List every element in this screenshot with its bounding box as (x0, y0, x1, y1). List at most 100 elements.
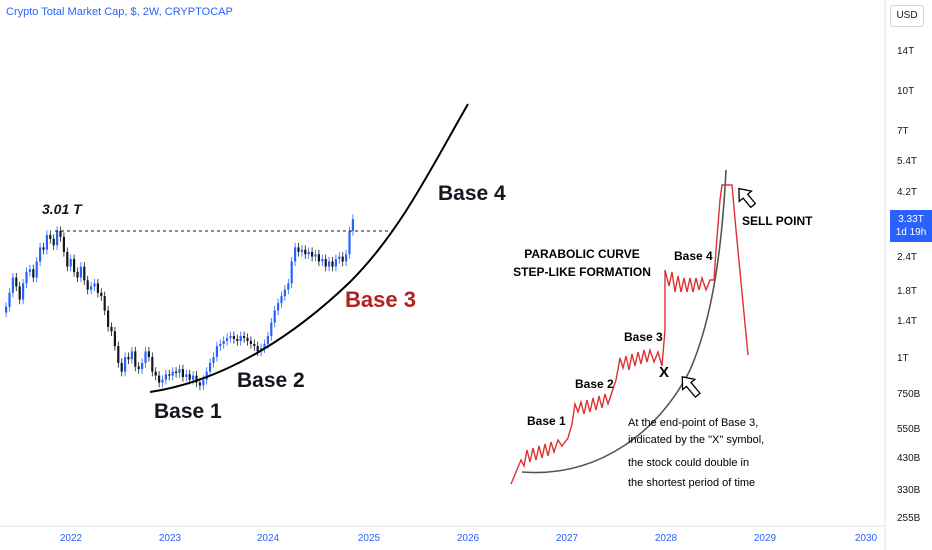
candle-body (158, 375, 161, 383)
x-tick-label: 2029 (754, 533, 777, 544)
candle-body (236, 338, 239, 341)
inset-base3-label: Base 3 (624, 330, 663, 344)
candle-body (212, 357, 215, 363)
y-tick-label: 7T (897, 126, 909, 137)
candle-body (90, 286, 93, 290)
currency-button[interactable]: USD (890, 5, 924, 27)
inset-base2-label: Base 2 (575, 377, 614, 391)
candle-body (311, 251, 314, 257)
candle-body (270, 322, 273, 337)
y-tick-label: 10T (897, 86, 914, 97)
candle-body (185, 374, 188, 377)
y-tick-label: 750B (897, 389, 921, 400)
x-tick-label: 2027 (556, 533, 579, 544)
x-axis-labels: 2022 2023 2024 2025 2026 2027 2028 2029 … (60, 533, 878, 544)
x-tick-label: 2026 (457, 533, 480, 544)
candle-body (8, 292, 11, 307)
candle-body (73, 259, 76, 272)
candle-body (215, 346, 218, 357)
candle-body (324, 259, 327, 267)
candle-body (171, 371, 174, 376)
candle-body (127, 357, 130, 360)
candle-body (219, 344, 222, 347)
candle-body (151, 357, 154, 372)
candle-body (181, 369, 184, 377)
candle-body (107, 310, 110, 327)
candle-body (277, 303, 280, 311)
candle-body (341, 256, 344, 262)
candle-body (256, 346, 259, 352)
candle-body (209, 362, 212, 372)
candle-body (297, 247, 300, 252)
candle-body (338, 256, 341, 260)
y-tick-label: 255B (897, 513, 921, 524)
candle-body (144, 351, 147, 363)
candle-body (62, 236, 65, 252)
inset-title-line1: PARABOLIC CURVE (524, 247, 640, 261)
candle-body (328, 261, 331, 267)
candle-body (5, 306, 8, 313)
last-price-value: 3.33T (898, 214, 924, 225)
y-axis-labels: 14T 10T 7T 5.4T 4.2T 2.4T 1.8T 1.4T 1T 7… (897, 46, 921, 524)
candle-body (192, 375, 195, 380)
ath-label: 3.01 T (42, 201, 83, 217)
candle-body (249, 340, 252, 345)
candle-body (243, 336, 246, 339)
inset-base1-label: Base 1 (527, 414, 566, 428)
candle-body (32, 269, 35, 278)
y-tick-label: 14T (897, 46, 914, 57)
candle-body (331, 261, 334, 267)
candle-body (314, 254, 317, 257)
candle-body (195, 375, 198, 383)
inset-parabola (521, 169, 727, 474)
candle-body (39, 247, 42, 262)
candle-body (280, 296, 283, 304)
candle-body (334, 259, 337, 267)
candle-body (45, 234, 48, 250)
candle-body (345, 254, 348, 262)
candle-body (246, 338, 249, 341)
candle-body (304, 249, 307, 255)
candle-body (232, 336, 235, 339)
y-tick-label: 1.8T (897, 286, 917, 297)
candle-body (317, 254, 320, 262)
candle-body (130, 351, 133, 360)
candles (5, 214, 354, 391)
inset-note-line: the shortest period of time (628, 477, 755, 489)
inset-x-marker: X (659, 364, 669, 381)
candle-body (205, 371, 208, 380)
candle-body (137, 366, 140, 370)
candle-body (287, 283, 290, 290)
last-price-tag: 3.33T 1d 19h (890, 210, 932, 242)
candle-body (113, 331, 116, 347)
candle-body (69, 259, 72, 267)
y-tick-label: 2.4T (897, 252, 917, 263)
candle-body (147, 351, 150, 357)
candle-body (239, 336, 242, 341)
y-tick-label: 1.4T (897, 316, 917, 327)
candle-body (202, 379, 205, 386)
x-tick-label: 2023 (159, 533, 182, 544)
x-tick-label: 2022 (60, 533, 83, 544)
candle-body (103, 296, 106, 311)
candle-body (294, 247, 297, 262)
y-tick-label: 1T (897, 353, 909, 364)
candle-body (164, 374, 167, 380)
x-tick-label: 2030 (855, 533, 878, 544)
candle-body (222, 340, 225, 345)
candle-body (42, 247, 45, 250)
parabolic-curve (149, 103, 469, 393)
candle-body (100, 292, 103, 297)
y-tick-label: 550B (897, 424, 921, 435)
candle-body (263, 344, 266, 349)
candle-body (96, 283, 99, 293)
candle-body (15, 277, 18, 287)
inset-note-line: indicated by the "X" symbol, (628, 434, 764, 446)
candle-body (66, 251, 69, 267)
candle-body (188, 374, 191, 380)
candle-body (154, 371, 157, 376)
bar-countdown: 1d 19h (895, 227, 927, 238)
candle-body (120, 362, 123, 372)
candle-body (348, 231, 351, 255)
